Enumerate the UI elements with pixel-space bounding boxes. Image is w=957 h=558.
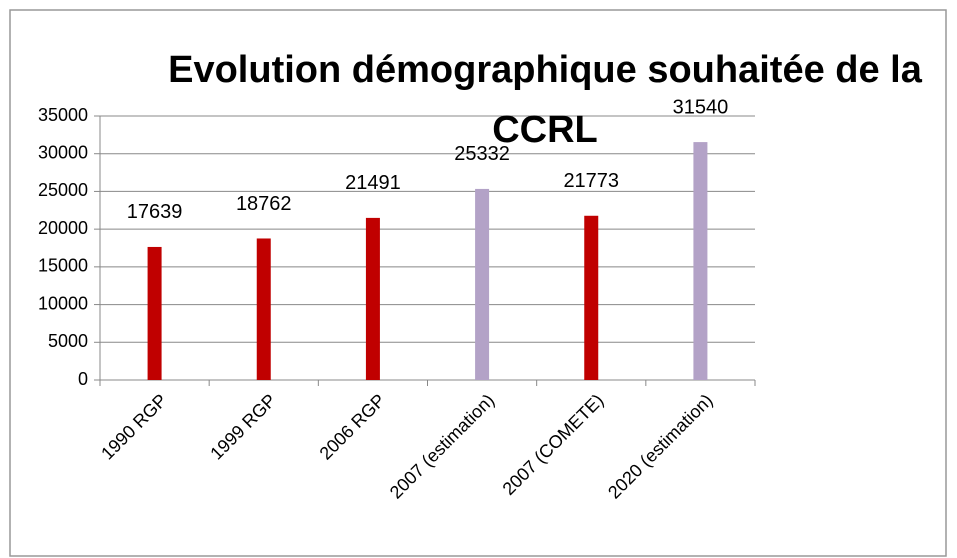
- y-tick-label: 5000: [48, 331, 88, 351]
- value-label: 17639: [127, 201, 183, 223]
- value-label: 18762: [236, 193, 292, 215]
- bar: [365, 217, 380, 380]
- y-tick-label: 25000: [38, 180, 88, 200]
- y-tick-label: 0: [78, 369, 88, 389]
- bar: [693, 142, 708, 380]
- value-label: 31540: [673, 96, 729, 118]
- y-tick-label: 35000: [38, 105, 88, 125]
- bar: [584, 215, 599, 380]
- bar: [475, 188, 490, 380]
- bar: [256, 238, 271, 380]
- y-tick-label: 20000: [38, 218, 88, 238]
- y-tick-label: 15000: [38, 256, 88, 276]
- value-label: 21491: [345, 172, 401, 194]
- y-tick-label: 30000: [38, 142, 88, 162]
- chart-title: Evolution démographique souhaitée de la …: [168, 49, 922, 151]
- value-label: 21773: [563, 170, 619, 192]
- y-tick-label: 10000: [38, 293, 88, 313]
- bar: [147, 246, 162, 380]
- value-label: 25332: [454, 143, 510, 165]
